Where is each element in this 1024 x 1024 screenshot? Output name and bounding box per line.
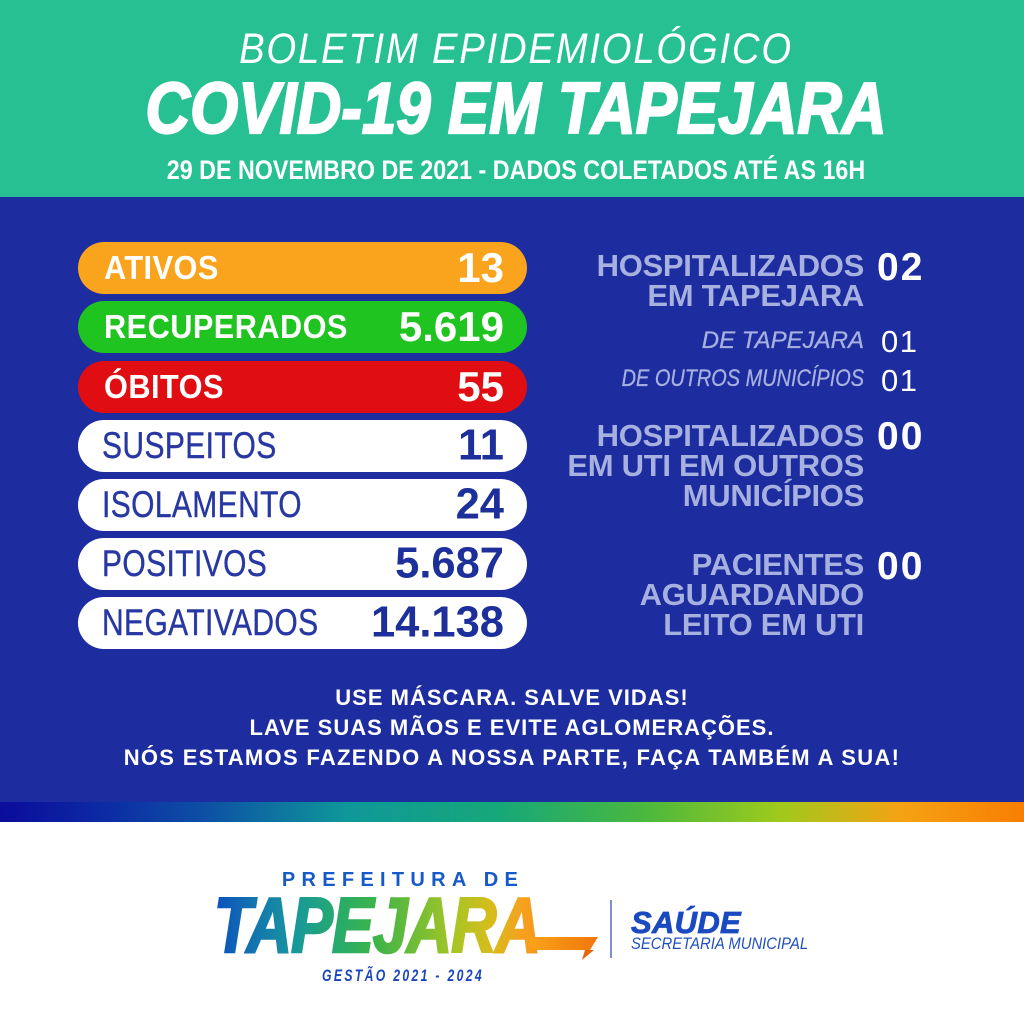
svg-text:TAPEJARA: TAPEJARA [214, 886, 540, 969]
